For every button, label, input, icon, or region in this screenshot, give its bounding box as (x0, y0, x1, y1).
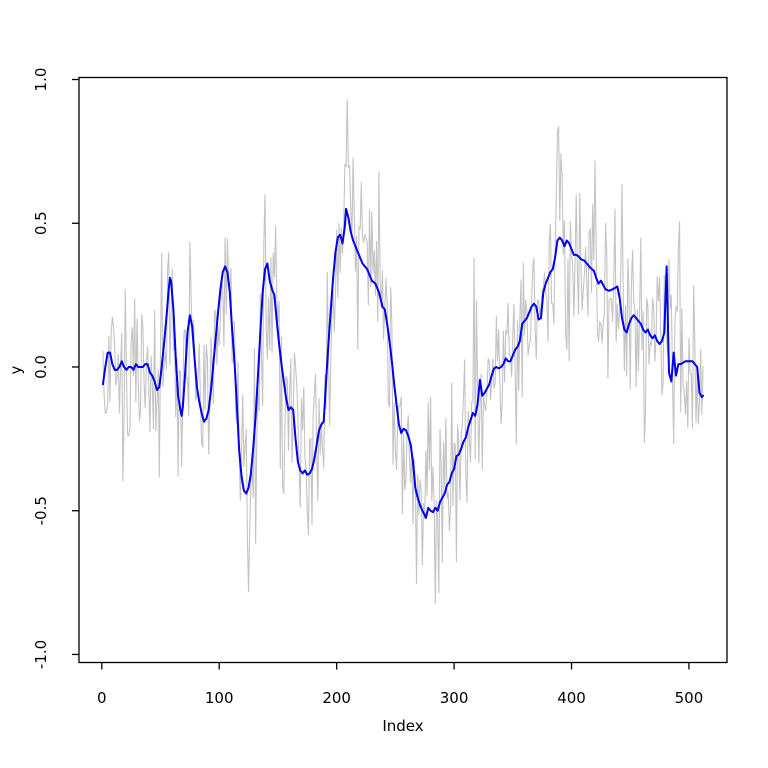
x-tick-label: 400 (557, 689, 586, 707)
y-axis: -1.0 -0.5 0.0 0.5 1.0 (32, 68, 79, 669)
plot-box-border (78, 76, 728, 664)
y-tick-label: -0.5 (32, 496, 50, 525)
x-tick-label: 500 (675, 689, 704, 707)
x-tick-label: 0 (97, 689, 107, 707)
y-axis-title: y (7, 365, 25, 374)
y-tick-label: 0.5 (32, 211, 50, 235)
x-axis: 0 100 200 300 400 500 (97, 662, 704, 707)
y-tick-label: 0.0 (32, 355, 50, 379)
y-tick-label: 1.0 (32, 68, 50, 92)
x-tick-label: 300 (440, 689, 469, 707)
x-axis-title: Index (382, 717, 423, 735)
series-group (101, 99, 705, 604)
x-tick-label: 100 (205, 689, 234, 707)
x-tick-label: 200 (322, 689, 351, 707)
raw-series-line (102, 99, 704, 604)
smoothed-series-line (101, 207, 705, 519)
y-tick-label: -1.0 (32, 640, 50, 669)
